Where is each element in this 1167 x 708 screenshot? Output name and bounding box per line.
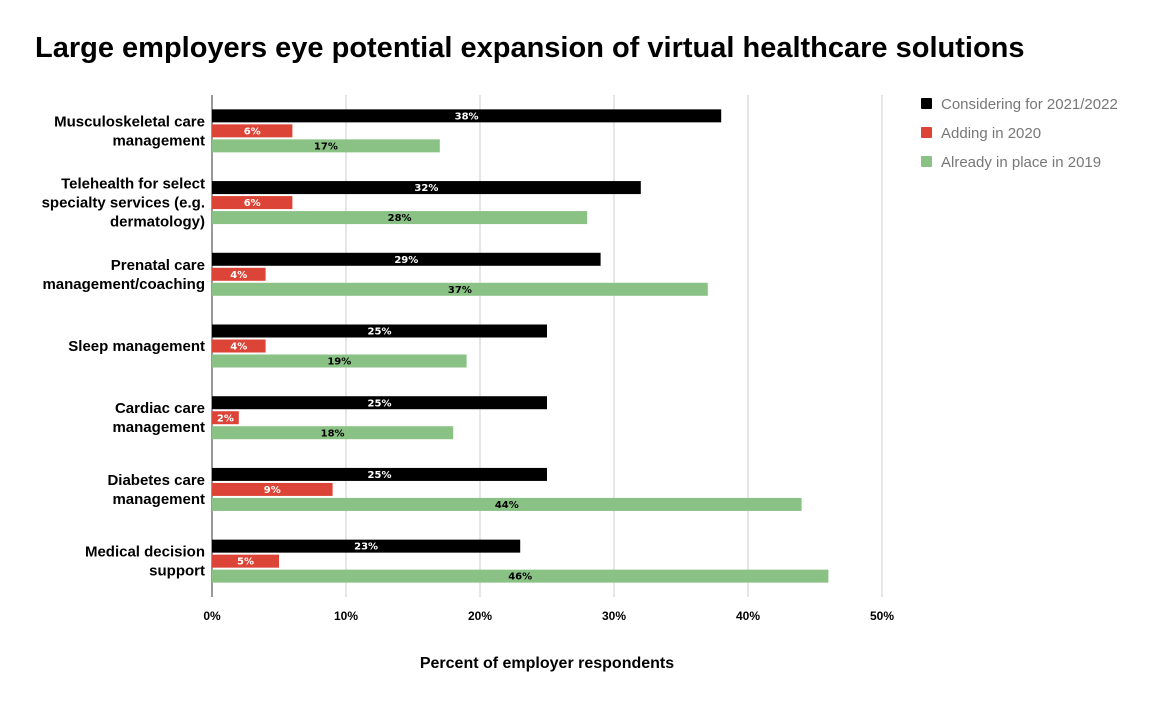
- data-label: 32%: [414, 183, 438, 194]
- chart-title: Large employers eye potential expansion …: [35, 32, 1025, 64]
- x-tick-label: 10%: [334, 609, 358, 623]
- bar[interactable]: [212, 267, 266, 281]
- data-label: 5%: [237, 557, 254, 568]
- legend-entry[interactable]: Already in place in 2019: [941, 154, 1101, 171]
- x-tick-label: 30%: [602, 609, 626, 623]
- category-label: Cardiac care management: [112, 400, 205, 436]
- data-label: 46%: [508, 572, 532, 583]
- bar[interactable]: [212, 354, 467, 368]
- data-label: 29%: [394, 255, 418, 266]
- bar[interactable]: [212, 196, 293, 210]
- category-label: Telehealth for select specialty services …: [42, 176, 205, 231]
- data-label: 25%: [368, 398, 392, 409]
- data-label: 23%: [354, 542, 378, 553]
- category-label: Musculoskeletal care management: [54, 113, 205, 149]
- data-label: 2%: [217, 413, 234, 424]
- data-label: 9%: [264, 485, 281, 496]
- bar[interactable]: [212, 324, 547, 338]
- bar[interactable]: [212, 411, 239, 425]
- data-label: 18%: [321, 428, 345, 439]
- bars: 38% 6% 17% 32% 6% 28% 29% 4% 37% 25% 4% 19% 25% 2% 18%…: [212, 109, 829, 583]
- data-label: 4%: [230, 342, 247, 353]
- bar[interactable]: [212, 181, 641, 195]
- legend-entry[interactable]: Considering for 2021/2022: [941, 96, 1118, 113]
- data-label: 28%: [388, 213, 412, 224]
- data-label: 19%: [327, 357, 351, 368]
- x-tick-label: 0%: [203, 609, 221, 623]
- category-label: Diabetes care management: [107, 472, 205, 508]
- bar[interactable]: [212, 211, 588, 225]
- category-label: Sleep management: [68, 338, 205, 355]
- legend[interactable]: Considering for 2021/2022 Adding in 2020 A…: [921, 96, 1118, 171]
- x-tick-label: 50%: [870, 609, 894, 623]
- data-label: 6%: [244, 126, 261, 137]
- x-tick-label: 20%: [468, 609, 492, 623]
- data-label: 6%: [244, 198, 261, 209]
- legend-entry[interactable]: Adding in 2020: [941, 125, 1041, 142]
- data-label: 37%: [448, 285, 472, 296]
- bar[interactable]: [212, 282, 708, 296]
- bar[interactable]: [212, 109, 722, 123]
- bar[interactable]: [212, 139, 440, 153]
- x-tick-labels: 0% 10% 20% 30% 40% 50%: [203, 609, 894, 623]
- bar[interactable]: [212, 124, 293, 138]
- category-label: Medical decision support: [85, 544, 205, 580]
- bar[interactable]: [212, 539, 521, 553]
- legend-swatch: [921, 127, 932, 138]
- bar[interactable]: [212, 482, 333, 496]
- bar[interactable]: [212, 426, 454, 440]
- data-label: 25%: [368, 327, 392, 338]
- bar[interactable]: [212, 252, 601, 266]
- x-axis-title: Percent of employer respondents: [420, 655, 674, 672]
- category-labels: Musculoskeletal care management Telehealth…: [42, 113, 205, 579]
- gridlines: [211, 95, 883, 597]
- data-label: 17%: [314, 141, 338, 152]
- data-label: 44%: [495, 500, 519, 511]
- data-label: 38%: [455, 111, 479, 122]
- data-label: 25%: [368, 470, 392, 481]
- x-tick-label: 40%: [736, 609, 760, 623]
- bar[interactable]: [212, 339, 266, 353]
- legend-swatch: [921, 156, 932, 167]
- bar[interactable]: [212, 396, 547, 410]
- bar[interactable]: [212, 467, 547, 481]
- category-label: Prenatal care management/coaching: [42, 257, 205, 293]
- data-label: 4%: [230, 270, 247, 281]
- bar[interactable]: [212, 554, 279, 568]
- legend-swatch: [921, 98, 932, 109]
- bar[interactable]: [212, 569, 829, 583]
- bar[interactable]: [212, 497, 802, 511]
